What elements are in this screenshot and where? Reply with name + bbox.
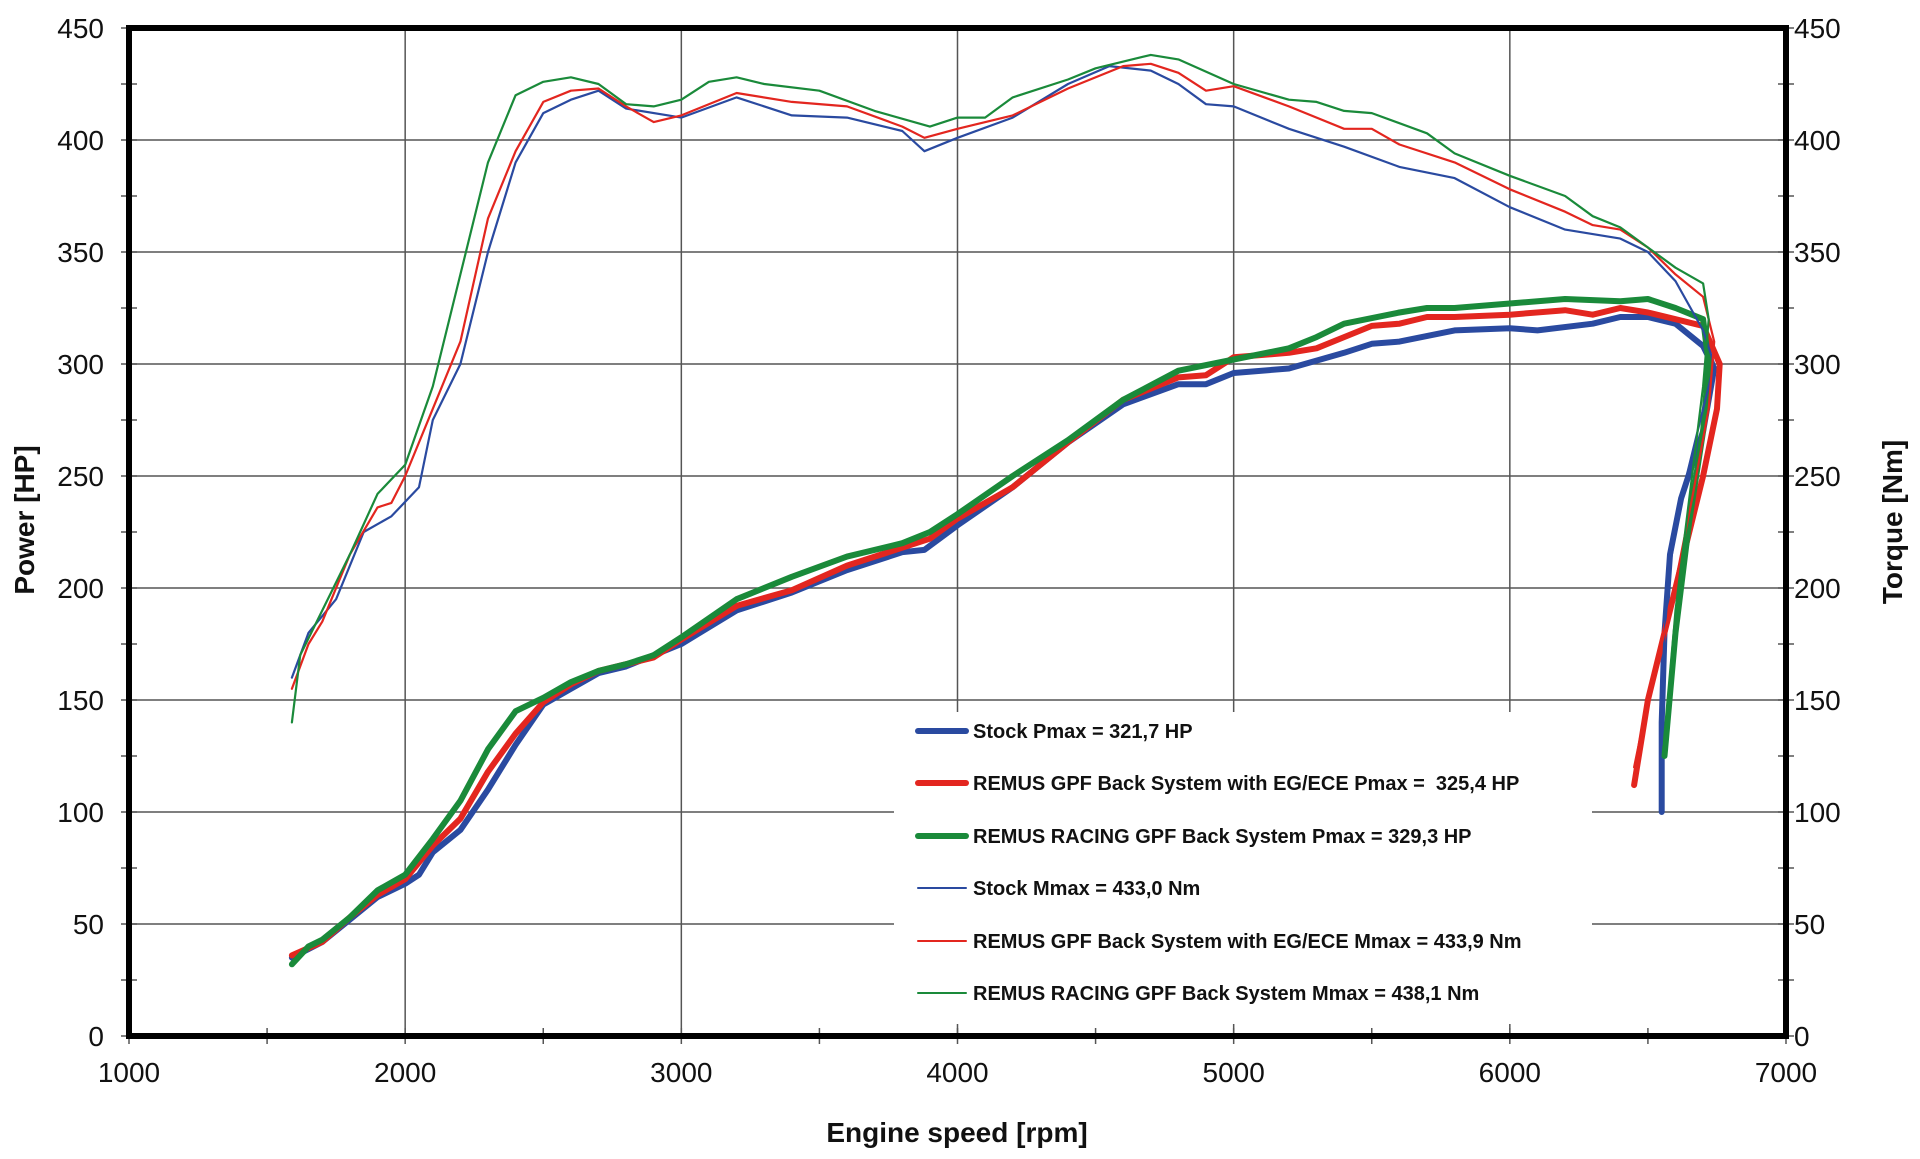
series-lines bbox=[288, 53, 1723, 968]
y-tick-label-left: 200 bbox=[57, 573, 104, 604]
y-tick-label-left: 150 bbox=[57, 685, 104, 716]
y-tick-label-left: 0 bbox=[88, 1021, 104, 1052]
x-tick-label: 1000 bbox=[98, 1057, 160, 1088]
x-tick-label: 3000 bbox=[650, 1057, 712, 1088]
y-tick-label-right: 250 bbox=[1794, 461, 1841, 492]
y-tick-label-left: 100 bbox=[57, 797, 104, 828]
y-tick-label-right: 100 bbox=[1794, 797, 1841, 828]
legend-label: REMUS RACING GPF Back System Mmax = 438,… bbox=[973, 983, 1479, 1005]
x-tick-label: 5000 bbox=[1203, 1057, 1265, 1088]
legend: Stock Pmax = 321,7 HP REMUS GPF Back Syst… bbox=[894, 712, 1592, 1024]
legend-label: REMUS GPF Back System with EG/ECE Pmax =… bbox=[973, 773, 1519, 795]
y-tick-label-right: 400 bbox=[1794, 125, 1841, 156]
y-tick-label-left: 350 bbox=[57, 237, 104, 268]
y-tick-label-left: 300 bbox=[57, 349, 104, 380]
y-tick-label-right: 150 bbox=[1794, 685, 1841, 716]
x-axis-title: Engine speed [rpm] bbox=[826, 1117, 1087, 1148]
legend-label: REMUS GPF Back System with EG/ECE Mmax =… bbox=[973, 931, 1522, 953]
y-tick-label-left: 250 bbox=[57, 461, 104, 492]
x-tick-label: 4000 bbox=[926, 1057, 988, 1088]
y-tick-label-left: 400 bbox=[57, 125, 104, 156]
tick-labels: 0 0 50 50 100 100 150 150 200 200 250 250 300 300 350 3… bbox=[57, 13, 1840, 1088]
legend-label: Stock Mmax = 433,0 Nm bbox=[973, 878, 1200, 900]
y-tick-label-right: 450 bbox=[1794, 13, 1841, 44]
plot-border bbox=[126, 25, 1789, 1039]
y-tick-label-right: 300 bbox=[1794, 349, 1841, 380]
x-tick-label: 7000 bbox=[1755, 1057, 1817, 1088]
y-tick-label-left: 50 bbox=[73, 909, 104, 940]
y-tick-label-right: 50 bbox=[1794, 909, 1825, 940]
series-line-4 bbox=[290, 65, 1716, 746]
y-tick-label-right: 350 bbox=[1794, 237, 1841, 268]
x-tick-label: 6000 bbox=[1479, 1057, 1541, 1088]
series-line-5 bbox=[290, 62, 1716, 769]
y-axis-title-left: Power [HP] bbox=[9, 445, 40, 594]
y-tick-label-right: 200 bbox=[1794, 573, 1841, 604]
legend-label: Stock Pmax = 321,7 HP bbox=[973, 721, 1193, 743]
legend-background bbox=[894, 712, 1592, 1024]
legend-label: REMUS RACING GPF Back System Pmax = 329,… bbox=[973, 826, 1472, 848]
y-axis-title-right: Torque [Nm] bbox=[1877, 440, 1908, 604]
x-tick-label: 2000 bbox=[374, 1057, 436, 1088]
plot-frame bbox=[121, 25, 1794, 1044]
series-line-6 bbox=[290, 53, 1710, 746]
y-tick-label-left: 450 bbox=[57, 13, 104, 44]
series-line-3 bbox=[288, 296, 1712, 968]
y-tick-label-right: 0 bbox=[1794, 1021, 1810, 1052]
